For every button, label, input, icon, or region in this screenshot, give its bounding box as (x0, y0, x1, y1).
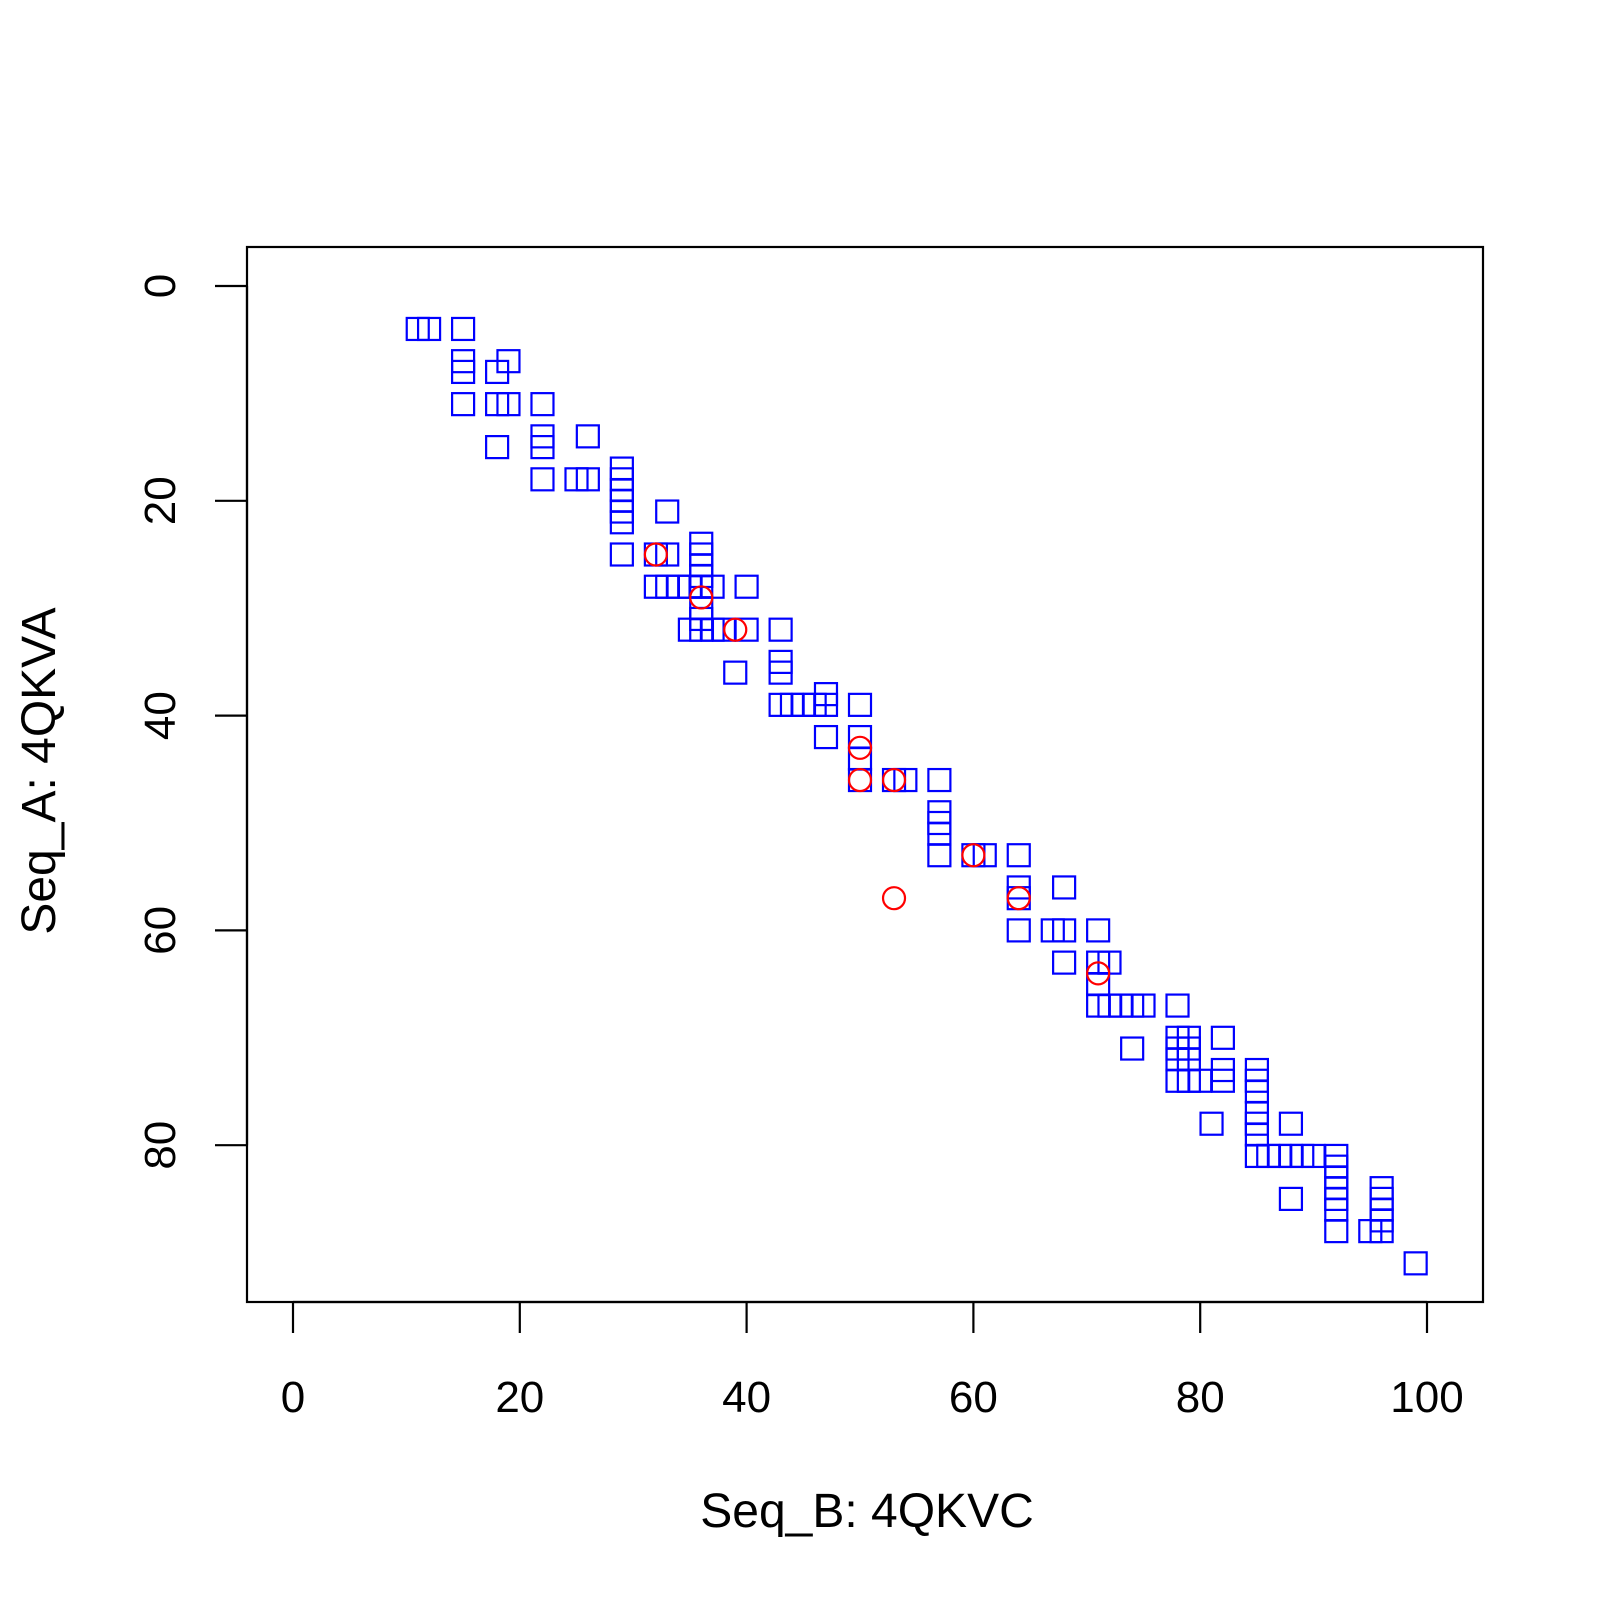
x-axis-label: Seq_B: 4QKVC (700, 1485, 1034, 1538)
x-tick-label: 100 (1390, 1373, 1463, 1422)
data-point-square (1052, 918, 1077, 943)
x-tick-label: 80 (1176, 1373, 1225, 1422)
data-point-square (1369, 1219, 1394, 1244)
y-tick-label: 40 (136, 691, 185, 740)
data-point-square (893, 767, 918, 793)
data-point-square (972, 843, 997, 868)
data-point-square (1278, 1186, 1304, 1212)
plot-layer (405, 316, 1428, 1276)
data-point-circle (643, 542, 668, 567)
data-point-square (575, 467, 600, 492)
data-point-square (451, 392, 476, 417)
data-point-square (1403, 1251, 1428, 1276)
data-point-square (575, 424, 600, 449)
data-point-circle (961, 843, 986, 868)
x-tick-label: 0 (281, 1373, 305, 1422)
data-point-square (734, 617, 759, 642)
y-tick-label: 0 (136, 274, 185, 298)
data-point-square (496, 349, 521, 374)
data-point-square (1210, 1068, 1235, 1093)
data-point-square (655, 499, 680, 524)
data-point-square (416, 316, 442, 342)
data-point-square (1086, 918, 1111, 943)
y-tick-label: 20 (136, 476, 185, 525)
data-point-circle (847, 767, 873, 793)
data-point-square (723, 660, 748, 685)
data-point-square (609, 510, 634, 535)
data-point-square (847, 692, 873, 717)
x-tick-label: 20 (495, 1373, 544, 1422)
x-tick-label: 40 (722, 1373, 771, 1422)
data-point-square (1052, 875, 1077, 900)
data-point-square (1210, 1025, 1235, 1050)
data-point-circle (881, 886, 907, 911)
series-squares (405, 316, 1428, 1276)
data-point-square (734, 574, 759, 599)
data-point-circle (1006, 886, 1031, 911)
data-point-square (1165, 993, 1190, 1018)
data-point-square (530, 467, 555, 492)
data-point-square (485, 435, 510, 460)
data-point-square (1131, 993, 1156, 1018)
data-point-square (1120, 1036, 1145, 1061)
data-point-circle (847, 735, 873, 760)
data-point-square (530, 435, 555, 460)
x-tick-label: 60 (949, 1373, 998, 1422)
data-point-square (813, 724, 839, 750)
data-point-square (496, 392, 521, 417)
data-point-square (1324, 1219, 1349, 1244)
data-point-square (530, 392, 555, 417)
data-point-square (451, 316, 476, 342)
data-point-square (1006, 843, 1031, 868)
data-point-square (1278, 1111, 1304, 1136)
data-point-square (1199, 1111, 1224, 1136)
y-axis-label: Seq_A: 4QKVA (13, 607, 66, 934)
data-point-circle (1086, 961, 1111, 986)
data-point-circle (689, 585, 714, 610)
data-point-square (609, 542, 634, 567)
y-tick-label: 80 (136, 1121, 185, 1170)
data-point-square (451, 359, 476, 385)
data-point-circle (723, 617, 748, 642)
axis-layer: 0 20 40 60 80 100 0 20 40 60 80 (136, 245, 1485, 1422)
data-point-square (927, 767, 952, 793)
data-point-circle (881, 767, 907, 793)
data-point-square (768, 617, 793, 642)
data-point-square (1052, 950, 1077, 975)
data-point-square (768, 660, 793, 685)
data-point-square (1006, 918, 1031, 943)
series-circles (643, 542, 1111, 986)
data-point-square (813, 692, 839, 717)
data-point-square (655, 542, 680, 567)
data-point-square (927, 843, 952, 868)
y-tick-label: 60 (136, 906, 185, 955)
